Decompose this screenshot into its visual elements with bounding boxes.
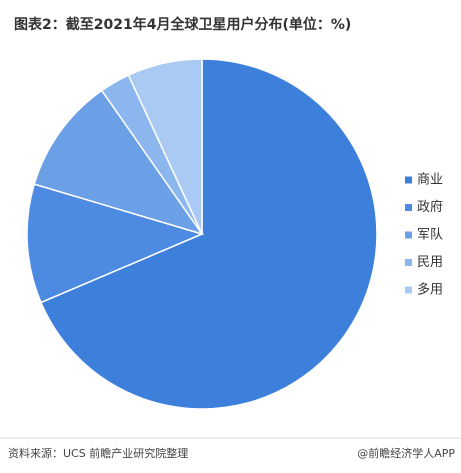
legend-label: 政府 (417, 200, 443, 215)
pie-slice (127, 58, 203, 235)
legend-swatch (405, 259, 412, 266)
legend-label: 民用 (417, 255, 443, 270)
legend-label: 多用 (417, 282, 443, 298)
legend-label: 商业 (417, 173, 443, 188)
chart-title: 图表2：截至2021年4月全球卫星用户分布(单位：%) (14, 16, 351, 33)
pie-slice (26, 183, 205, 304)
legend-swatch (405, 176, 412, 184)
legend-label: 军队 (417, 228, 443, 243)
source: 资料来源：UCS 前瞻产业研究院整理 (8, 446, 188, 460)
legend-swatch (405, 204, 412, 211)
legend-swatch (405, 231, 412, 239)
pie-slice (33, 89, 204, 236)
credit: @前瞻经济学人APP (357, 446, 455, 460)
legend-swatch (405, 286, 412, 294)
pie-slice (39, 58, 378, 410)
